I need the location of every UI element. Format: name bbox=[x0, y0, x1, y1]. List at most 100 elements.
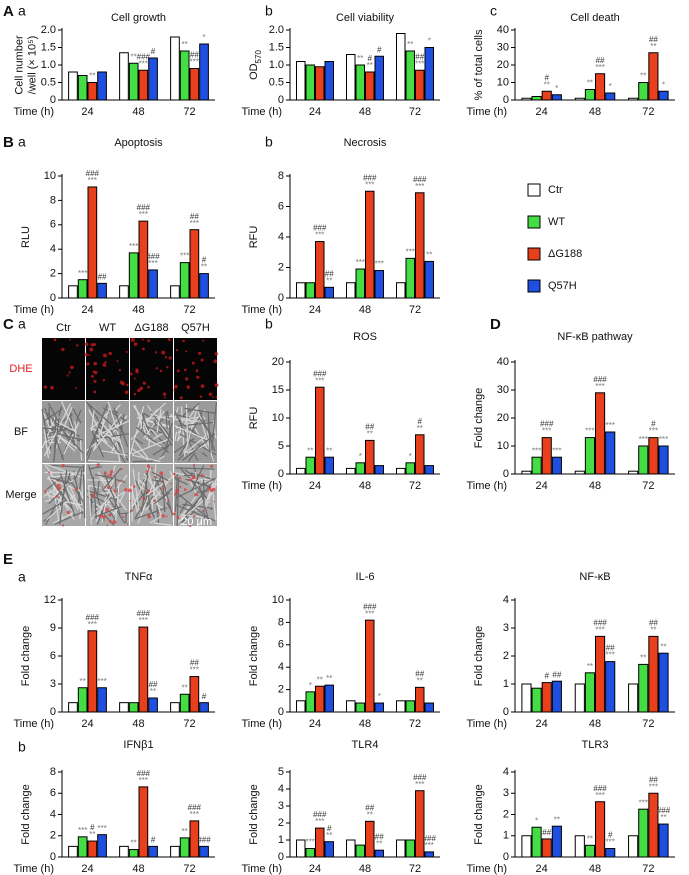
significance-label: * bbox=[359, 452, 362, 461]
cell-texture bbox=[86, 404, 108, 456]
dhe-signal bbox=[194, 492, 198, 497]
cell-texture bbox=[107, 409, 119, 414]
cell-texture bbox=[46, 491, 51, 500]
x-tick-label: 48 bbox=[132, 304, 144, 316]
bar bbox=[541, 90, 552, 101]
significance-label: ### bbox=[540, 420, 554, 429]
significance-label: # bbox=[377, 45, 382, 54]
dhe-signal bbox=[213, 359, 218, 364]
bar bbox=[595, 73, 606, 101]
x-axis-label: Time (h) bbox=[241, 480, 282, 492]
significance-label: ## bbox=[190, 212, 199, 221]
y-tick-label: 1.0 bbox=[269, 59, 284, 71]
dhe-signal bbox=[105, 507, 110, 512]
dhe-signal bbox=[164, 356, 168, 359]
bar bbox=[405, 462, 415, 475]
bar bbox=[584, 672, 595, 713]
bar bbox=[595, 635, 606, 713]
cell-texture bbox=[144, 479, 171, 512]
panel-label: b bbox=[265, 316, 273, 332]
significance-label: *** bbox=[415, 182, 424, 191]
cell-texture bbox=[96, 480, 100, 497]
cell-texture bbox=[152, 432, 164, 441]
bar bbox=[305, 691, 315, 713]
cell-texture bbox=[156, 505, 160, 523]
cell-texture bbox=[87, 485, 92, 525]
bar bbox=[87, 82, 98, 101]
dhe-signal bbox=[129, 499, 132, 502]
significance-label: # bbox=[202, 256, 207, 265]
cell-texture bbox=[173, 437, 195, 453]
cell-texture bbox=[153, 492, 171, 505]
dhe-signal bbox=[179, 396, 183, 400]
dhe-signal bbox=[168, 356, 172, 360]
y-axis-label-line: Fold change bbox=[473, 626, 485, 687]
significance-label: ** bbox=[182, 40, 188, 49]
cell-texture bbox=[180, 494, 198, 519]
y-tick-label: 10 bbox=[272, 412, 284, 424]
cell-texture bbox=[129, 406, 145, 455]
y-tick-label: 1 bbox=[503, 678, 509, 690]
significance-label: ## bbox=[375, 832, 384, 841]
significance-label: *** bbox=[375, 260, 384, 269]
x-axis-label: Time (h) bbox=[13, 106, 54, 118]
y-tick-label: 4 bbox=[50, 243, 56, 255]
bar bbox=[415, 69, 425, 101]
bar bbox=[424, 702, 434, 713]
cell-texture bbox=[156, 408, 162, 433]
panel-label: c bbox=[490, 3, 497, 19]
bar bbox=[199, 273, 209, 299]
significance-label: # bbox=[608, 831, 613, 840]
x-axis-label: Time (h) bbox=[466, 480, 507, 492]
significance-label: ## bbox=[190, 659, 199, 668]
x-tick-label: 24 bbox=[81, 718, 93, 730]
significance-label: ### bbox=[423, 834, 437, 843]
cell-texture bbox=[87, 459, 122, 463]
significance-label: *** bbox=[552, 446, 561, 455]
dhe-signal bbox=[213, 500, 216, 503]
bar bbox=[296, 467, 306, 475]
legend-swatch bbox=[527, 247, 541, 261]
micrograph bbox=[174, 338, 217, 400]
significance-label: ** bbox=[554, 815, 560, 824]
dhe-signal bbox=[91, 374, 95, 378]
y-axis-label: RFU bbox=[248, 407, 260, 430]
x-tick-label: 72 bbox=[183, 863, 195, 875]
dhe-signal bbox=[174, 510, 177, 513]
panel-label: A bbox=[3, 3, 14, 20]
cell-texture bbox=[89, 423, 116, 448]
bar bbox=[296, 700, 306, 713]
x-tick-label: 24 bbox=[309, 480, 321, 492]
y-axis-label-line: RFU bbox=[248, 407, 260, 430]
x-tick-label: 24 bbox=[536, 863, 548, 875]
significance-label: *** bbox=[88, 620, 97, 629]
dhe-signal bbox=[66, 374, 69, 377]
dhe-signal bbox=[161, 350, 166, 355]
x-tick-label: 48 bbox=[589, 106, 601, 118]
dhe-signal bbox=[128, 488, 132, 493]
cell-texture bbox=[109, 511, 117, 521]
dhe-signal bbox=[211, 396, 214, 399]
significance-label: ## bbox=[190, 51, 199, 60]
micrograph bbox=[42, 338, 85, 400]
cell-texture bbox=[138, 485, 148, 492]
y-tick-label: 0 bbox=[278, 851, 284, 863]
dhe-signal bbox=[142, 381, 147, 385]
dhe-signal bbox=[110, 470, 114, 474]
y-tick-label: 3 bbox=[50, 678, 56, 690]
y-tick-label: 0 bbox=[50, 851, 56, 863]
bar bbox=[97, 71, 107, 101]
significance-label: *** bbox=[139, 616, 148, 625]
cell-texture bbox=[174, 411, 199, 461]
bar bbox=[77, 836, 88, 858]
chart-title: ROS bbox=[353, 331, 377, 343]
y-tick-label: 2 bbox=[278, 261, 284, 273]
dhe-signal bbox=[93, 370, 98, 375]
bar bbox=[574, 835, 585, 858]
x-axis-label: Time (h) bbox=[241, 304, 282, 316]
bar bbox=[396, 839, 406, 858]
bar bbox=[605, 661, 616, 713]
dhe-signal bbox=[66, 510, 71, 515]
dhe-signal bbox=[129, 484, 132, 486]
cell-texture bbox=[44, 407, 65, 461]
